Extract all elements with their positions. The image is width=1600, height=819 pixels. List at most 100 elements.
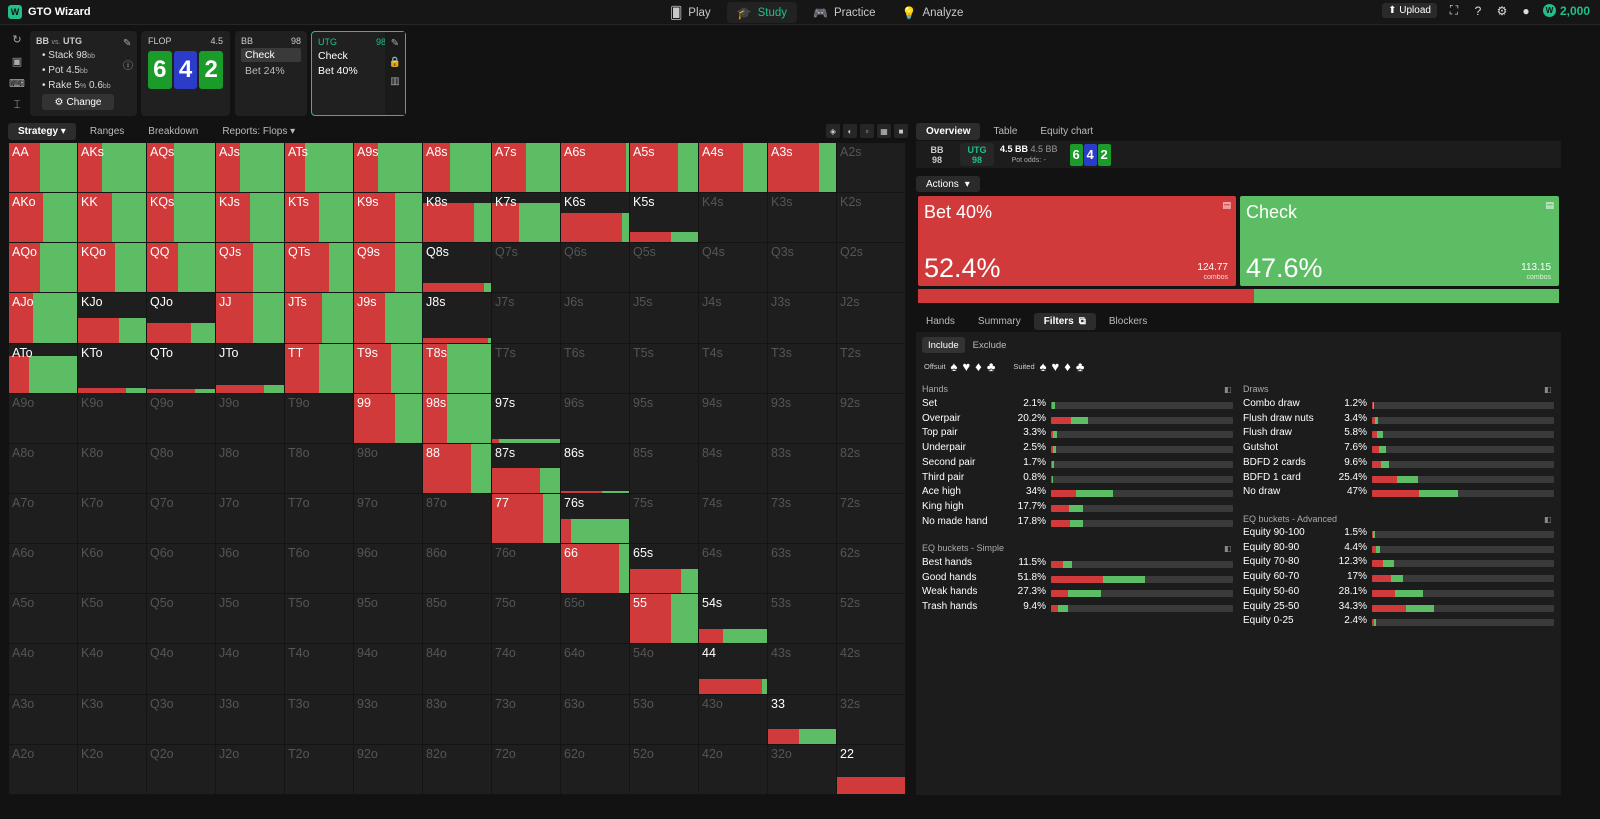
hand-cell[interactable]: QTo xyxy=(147,343,216,394)
tab-strategy[interactable]: Strategy ▾ xyxy=(8,123,76,140)
hand-cell[interactable]: T5s xyxy=(630,343,699,394)
hand-cell[interactable]: J9s xyxy=(354,293,423,344)
hand-cell[interactable]: J5o xyxy=(216,594,285,645)
hand-cell[interactable]: Q3s xyxy=(768,243,837,294)
hand-cell[interactable]: AKs xyxy=(78,143,147,194)
hand-cell[interactable]: 86s xyxy=(561,443,630,494)
hand-cell[interactable]: J2o xyxy=(216,744,285,795)
hand-cell[interactable]: A8o xyxy=(9,443,78,494)
hand-cell[interactable]: 74s xyxy=(699,493,768,545)
hand-cell[interactable]: K6s xyxy=(561,193,630,244)
hand-cell[interactable]: K3o xyxy=(78,694,147,745)
hand-cell[interactable]: 99 xyxy=(354,393,423,444)
hand-cell[interactable]: 82o xyxy=(423,744,492,795)
hand-cell[interactable]: Q9s xyxy=(354,243,423,294)
save-icon[interactable]: ▣ xyxy=(11,56,23,68)
filter-row[interactable]: Equity 0-25 2.4% xyxy=(1243,615,1599,629)
filter-row[interactable]: BDFD 2 cards 9.6% xyxy=(1243,457,1599,471)
hand-cell[interactable]: 73s xyxy=(768,493,837,545)
hand-cell[interactable]: Q5s xyxy=(630,243,699,294)
seat-option-bet[interactable]: Bet 24% xyxy=(245,65,285,77)
hand-cell[interactable]: 66 xyxy=(561,544,630,595)
hand-cell[interactable]: 74o xyxy=(492,644,561,695)
hand-cell[interactable]: Q7s xyxy=(492,243,561,294)
hand-cell[interactable]: A5s xyxy=(630,143,699,194)
actions-dropdown[interactable]: Actions ▾ xyxy=(916,176,980,192)
collapse-icon[interactable]: ◧ xyxy=(1544,515,1552,524)
hand-cell[interactable]: Q4s xyxy=(699,243,768,294)
hand-cell[interactable]: 44 xyxy=(699,644,768,695)
hand-cell[interactable]: 64o xyxy=(561,644,630,695)
hand-cell[interactable]: A7o xyxy=(9,493,78,545)
hand-cell[interactable]: J2s xyxy=(837,293,906,344)
hand-cell[interactable]: 97o xyxy=(354,493,423,545)
hand-cell[interactable]: 94s xyxy=(699,393,768,444)
filter-row[interactable]: Set 2.1% xyxy=(922,398,1278,412)
hand-cell[interactable]: 53o xyxy=(630,694,699,745)
hand-cell[interactable]: A6s xyxy=(561,143,630,194)
hand-cell[interactable]: AQs xyxy=(147,143,216,194)
exclude-button[interactable]: Exclude xyxy=(972,339,1007,351)
hand-cell[interactable]: K2o xyxy=(78,744,147,795)
hand-cell[interactable]: Q6o xyxy=(147,544,216,595)
hand-cell[interactable]: 93s xyxy=(768,393,837,444)
hand-cell[interactable]: J7o xyxy=(216,493,285,545)
hand-cell[interactable]: 75s xyxy=(630,493,699,545)
book-icon[interactable]: ▥ xyxy=(390,76,400,87)
hand-cell[interactable]: 33 xyxy=(768,694,837,745)
hand-cell[interactable]: 65s xyxy=(630,544,699,595)
hand-cell[interactable]: 97s xyxy=(492,393,561,444)
tab-overview[interactable]: Overview xyxy=(916,123,981,140)
hand-cell[interactable]: 86o xyxy=(423,544,492,595)
hand-cell[interactable]: A2s xyxy=(837,143,906,194)
hand-cell[interactable]: 43o xyxy=(699,694,768,745)
hand-cell[interactable]: 84o xyxy=(423,644,492,695)
hand-cell[interactable]: A9s xyxy=(354,143,423,194)
hand-cell[interactable]: T8s xyxy=(423,343,492,394)
hand-cell[interactable]: 54o xyxy=(630,644,699,695)
hand-cell[interactable]: A8s xyxy=(423,143,492,194)
pencil-icon[interactable]: ✎ xyxy=(123,38,132,49)
hand-cell[interactable]: A6o xyxy=(9,544,78,595)
hand-cell[interactable]: 88 xyxy=(423,443,492,494)
position-bb[interactable]: BB 98 xyxy=(930,145,944,165)
hand-cell[interactable]: Q6s xyxy=(561,243,630,294)
spade-icon[interactable]: ♠ xyxy=(950,359,958,374)
hand-cell[interactable]: K6o xyxy=(78,544,147,595)
controller-icon[interactable]: ⌨ xyxy=(9,78,25,90)
hand-cell[interactable]: A7s xyxy=(492,143,561,194)
cube-icon[interactable]: ◈ xyxy=(826,124,840,138)
hand-cell[interactable]: KK xyxy=(78,193,147,244)
hand-cell[interactable]: T3s xyxy=(768,343,837,394)
filter-row[interactable]: Flush draw 5.8% xyxy=(1243,427,1599,441)
hand-cell[interactable]: T7s xyxy=(492,343,561,394)
note-icon[interactable]: ▤ xyxy=(1222,200,1231,210)
hand-cell[interactable]: K2s xyxy=(837,193,906,244)
hand-cell[interactable]: J7s xyxy=(492,293,561,344)
nav-analyze[interactable]: 💡 Analyze xyxy=(901,5,964,20)
filter-row[interactable]: Second pair 1.7% xyxy=(922,457,1278,471)
grid-small-icon[interactable]: ▫ xyxy=(860,124,874,138)
hand-cell[interactable]: 93o xyxy=(354,694,423,745)
filter-row[interactable]: Best hands 11.5% xyxy=(922,557,1278,571)
filter-row[interactable]: Equity 60-70 17% xyxy=(1243,571,1599,585)
hand-cell[interactable]: J4s xyxy=(699,293,768,344)
hand-cell[interactable]: 62s xyxy=(837,544,906,595)
hand-cell[interactable]: T8o xyxy=(285,443,354,494)
hand-cell[interactable]: J8o xyxy=(216,443,285,494)
hand-cell[interactable]: 52o xyxy=(630,744,699,795)
hand-cell[interactable]: J8s xyxy=(423,293,492,344)
hand-cell[interactable]: 42s xyxy=(837,644,906,695)
hand-cell[interactable]: A2o xyxy=(9,744,78,795)
hand-cell[interactable]: 95s xyxy=(630,393,699,444)
hand-cell[interactable]: 85o xyxy=(423,594,492,645)
hand-cell[interactable]: J4o xyxy=(216,644,285,695)
hand-cell[interactable]: 94o xyxy=(354,644,423,695)
hand-cell[interactable]: J3o xyxy=(216,694,285,745)
help-icon[interactable]: ? xyxy=(1474,3,1482,18)
hand-cell[interactable]: AJo xyxy=(9,293,78,344)
filter-row[interactable]: Equity 90-100 1.5% xyxy=(1243,527,1599,541)
include-button[interactable]: Include xyxy=(922,337,965,353)
hand-cell[interactable]: 92s xyxy=(837,393,906,444)
filter-row[interactable]: No made hand 17.8% xyxy=(922,516,1278,530)
